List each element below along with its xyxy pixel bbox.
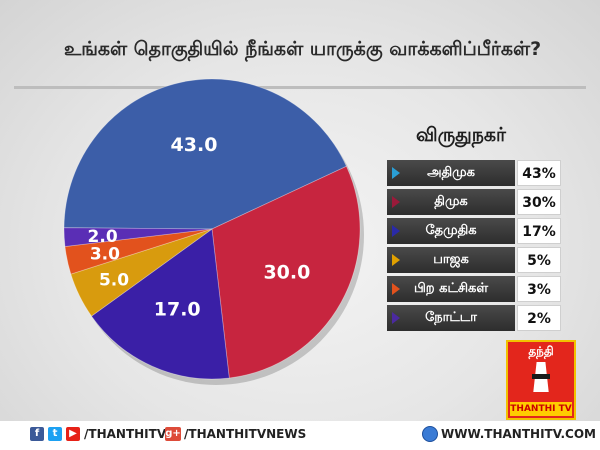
- legend: அதிமுக 43% திமுக 30% தேமுதிக 17% பாஜக 5% பிற கட்…: [387, 160, 562, 334]
- gplus-handle[interactable]: /THANTHITVNEWS: [184, 427, 307, 441]
- twitter-icon[interactable]: t: [48, 427, 62, 441]
- legend-label-text: நோட்டா: [425, 310, 477, 325]
- legend-marker-icon: [392, 196, 400, 208]
- legend-marker-icon: [392, 225, 400, 237]
- region-title: விருதுநகர்: [416, 124, 506, 146]
- legend-label-text: தேமுதிக: [425, 223, 477, 238]
- page-title: உங்கள் தொகுதியில் நீங்கள் யாருக்கு வாக்க…: [64, 38, 542, 60]
- slice-value-label-2: 30.0: [263, 262, 310, 284]
- legend-row-1: அதிமுக 43%: [387, 160, 562, 186]
- legend-label-1: அதிமுக: [387, 160, 515, 186]
- legend-label-text: பாஜக: [433, 252, 469, 267]
- legend-row-5: பிற கட்சிகள் 3%: [387, 276, 562, 302]
- footer-bar: f t ▶ /THANTHITV g+ /THANTHITVNEWS WWW.T…: [0, 421, 600, 450]
- legend-row-2: திமுக 30%: [387, 189, 562, 215]
- legend-percent-3: 17%: [517, 218, 561, 244]
- legend-label-5: பிற கட்சிகள்: [387, 276, 515, 302]
- pie-slice-6: [63, 227, 213, 247]
- title-divider: [14, 86, 586, 89]
- legend-percent-4: 5%: [517, 247, 561, 273]
- legend-percent-2: 30%: [517, 189, 561, 215]
- pie-slice-4: [70, 228, 213, 317]
- legend-label-3: தேமுதிக: [387, 218, 515, 244]
- legend-marker-icon: [392, 312, 400, 324]
- title-band: உங்கள் தொகுதியில் நீங்கள் யாருக்கு வாக்க…: [14, 0, 586, 100]
- legend-label-text: அதிமுக: [427, 165, 475, 180]
- pie-slice-2: [211, 165, 361, 379]
- legend-label-4: பாஜக: [387, 247, 515, 273]
- legend-label-text: திமுக: [434, 194, 468, 209]
- legend-label-text: பிற கட்சிகள்: [413, 281, 489, 296]
- legend-marker-icon: [392, 283, 400, 295]
- legend-percent-1: 43%: [517, 160, 561, 186]
- slice-value-label-4: 5.0: [99, 271, 129, 291]
- logo-top-text: தந்தி: [528, 344, 554, 358]
- pie-slice-1: [63, 78, 347, 230]
- legend-marker-icon: [392, 254, 400, 266]
- legend-row-4: பாஜக 5%: [387, 247, 562, 273]
- globe-icon: [422, 426, 438, 442]
- legend-percent-5: 3%: [517, 276, 561, 302]
- slice-value-label-6: 2.0: [88, 227, 118, 247]
- youtube-icon[interactable]: ▶: [66, 427, 80, 441]
- logo-bottom-text: THANTHI TV: [510, 402, 572, 416]
- google-plus-icon[interactable]: g+: [165, 427, 181, 441]
- legend-marker-icon: [392, 167, 400, 179]
- slice-value-label-5: 3.0: [90, 244, 120, 264]
- slice-value-label-1: 43.0: [171, 134, 218, 156]
- legend-percent-6: 2%: [517, 305, 561, 331]
- pie-slice-3: [90, 228, 230, 380]
- legend-label-6: நோட்டா: [387, 305, 515, 331]
- pie-slice-5: [64, 228, 213, 275]
- social-handle[interactable]: /THANTHITV: [84, 427, 167, 441]
- legend-row-6: நோட்டா 2%: [387, 305, 562, 331]
- slice-value-label-3: 17.0: [154, 299, 201, 321]
- legend-row-3: தேமுதிக 17%: [387, 218, 562, 244]
- thanthi-tv-logo: தந்தி THANTHI TV: [506, 340, 576, 420]
- website-link[interactable]: WWW.THANTHITV.COM: [441, 427, 596, 441]
- lighthouse-band: [532, 374, 550, 379]
- facebook-icon[interactable]: f: [30, 427, 44, 441]
- legend-label-2: திமுக: [387, 189, 515, 215]
